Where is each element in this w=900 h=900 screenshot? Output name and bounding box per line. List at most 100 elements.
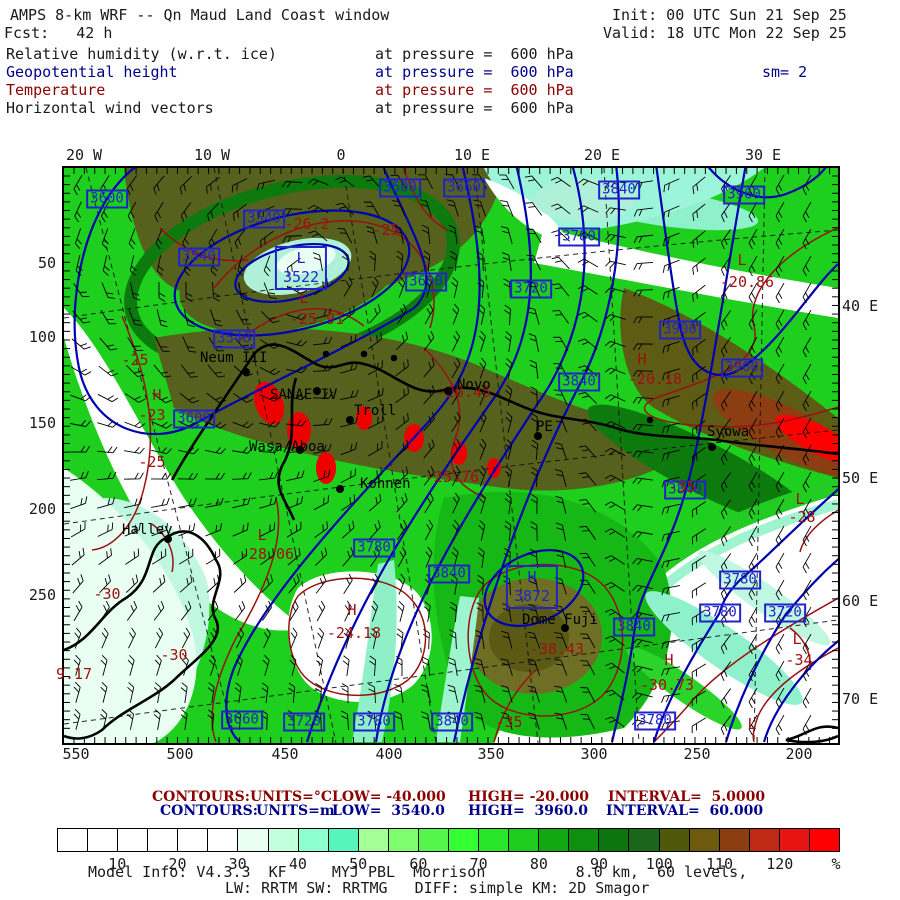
station-dot — [164, 535, 172, 543]
station-label: SANAE IV — [270, 387, 338, 403]
axis-label-bottom: 450 — [271, 745, 299, 763]
colorbar-tick-label: 70 — [469, 855, 488, 873]
colorbar-tick-label: 30 — [228, 855, 247, 873]
forecast-hour: Fcst: 42 h — [4, 24, 113, 42]
colorbar-cell — [388, 828, 419, 852]
colorbar-cell — [599, 828, 630, 852]
axis-label-bottom: 500 — [166, 745, 194, 763]
height-contour-label: 3720 — [283, 712, 325, 732]
colorbar-unit-label: % — [831, 855, 841, 873]
field-hgt-level: at pressure = 600 hPa — [375, 63, 574, 81]
height-contour-label: 3840 — [558, 372, 600, 392]
colorbar-cell — [749, 828, 780, 852]
colorbar-tick-label: 100 — [645, 855, 673, 873]
colorbar-tick-label: 50 — [349, 855, 368, 873]
height-contour-label: 3540 — [178, 247, 220, 267]
legend-temp-contours: INTERVAL= 5.0000 — [608, 789, 766, 805]
map-frame-ticks — [64, 168, 838, 743]
height-contour-label: 3960 — [723, 185, 765, 205]
height-contour-label: 3900 — [659, 320, 701, 340]
plot-title: AMPS 8-km WRF -- Qn Maud Land Coast wind… — [10, 6, 390, 24]
height-contour-label: 3900 — [721, 358, 763, 378]
temp-contour-label: 9.17 — [55, 665, 93, 683]
axis-label-bottom: 350 — [477, 745, 505, 763]
temp-contour-label: -26.2 — [284, 215, 330, 233]
axis-label-bottom: 550 — [62, 745, 90, 763]
temp-contour-label: -35 — [668, 478, 696, 496]
field-temp-name: Temperature — [6, 81, 106, 99]
temp-contours — [91, 168, 838, 743]
temp-contour-label: -38.43 — [529, 640, 585, 658]
station-dot — [708, 443, 716, 451]
colorbar-cell — [569, 828, 600, 852]
model-info-line1: Model Info: V4.3.3 KF MYJ PBL Morrison 8… — [88, 863, 748, 881]
height-contour-label: 3600 — [86, 189, 128, 209]
colorbar-tick-label: 120 — [766, 855, 794, 873]
colorbar-cell — [148, 828, 179, 852]
colorbar-tick-label: 80 — [529, 855, 548, 873]
temp-contour-label: H — [152, 386, 162, 404]
temp-contour-label: -35 — [495, 713, 523, 731]
legend-temp-contours: HIGH= -20.000 — [468, 789, 589, 805]
axis-label-right: 70 E — [842, 690, 879, 708]
colorbar-cell — [298, 828, 329, 852]
temp-contour-label: L — [299, 289, 309, 307]
map-window: 3600 3540 3540 3600 3660 3840 3960 3780 3720 3600… — [56, 166, 840, 745]
colorbar-cell — [509, 828, 540, 852]
legend-temp-contours: UNITS=°C — [250, 789, 332, 805]
station-label: Wasa/Aboa — [249, 439, 325, 455]
temp-contour-label: -28 — [788, 508, 816, 526]
station-label: Dome Fuji — [522, 612, 598, 628]
temp-contour-label: -25 — [372, 221, 400, 239]
colorbar-tick-label: 90 — [590, 855, 609, 873]
temp-contour-label: -25.91 — [289, 310, 345, 328]
colorbar-cell — [208, 828, 239, 852]
axis-label-top: 0 — [336, 146, 346, 164]
station-dot — [296, 446, 304, 454]
temp-contour-label: -20.86 — [719, 273, 775, 291]
colorbar-tick-label: 110 — [705, 855, 734, 873]
station-dot — [336, 485, 344, 493]
axis-label-left: 200 — [28, 500, 56, 518]
height-contour-label: 3720 — [764, 603, 806, 623]
station-dot — [242, 368, 250, 376]
legend-temp-contours: CONTOURS: — [152, 789, 250, 805]
rh-colorbar — [57, 828, 841, 852]
map-graphics — [64, 168, 838, 743]
pressure-center-L: L 3522 — [274, 246, 328, 290]
axis-label-left: 150 — [28, 414, 56, 432]
colorbar-tick-label: 10 — [108, 855, 127, 873]
colorbar-cell — [719, 828, 750, 852]
height-contour-label: 3840 — [428, 564, 470, 584]
temp-contour-label: -30.73 — [639, 676, 695, 694]
station-dot — [444, 387, 452, 395]
axis-label-bottom: 200 — [785, 745, 813, 763]
colorbar-cell — [118, 828, 149, 852]
temp-contour-label: -25 — [121, 351, 149, 369]
temp-contour-label: H — [347, 601, 357, 619]
wind-barbs — [69, 174, 812, 736]
axis-label-top: 10 W — [193, 146, 231, 164]
axis-label-left: 50 — [37, 254, 56, 272]
temp-contour-label: H — [664, 651, 674, 669]
legend-height-contours: UNITS=m — [256, 803, 335, 819]
colorbar-cell — [689, 828, 720, 852]
axis-label-top: 20 W — [65, 146, 103, 164]
height-contour-label: 3840 — [613, 617, 655, 637]
height-contour-label: 3780 — [353, 712, 395, 732]
colorbar-tick-label: 40 — [288, 855, 307, 873]
temp-contour-label: L — [737, 251, 747, 269]
temp-contour-label: -30 — [160, 646, 188, 664]
axis-label-left: 250 — [28, 586, 56, 604]
height-contour-label: 3780 — [719, 570, 761, 590]
height-contour-label: 3780 — [634, 711, 676, 731]
field-wind-level: at pressure = 600 hPa — [375, 99, 574, 117]
temp-contour-label: L — [257, 526, 267, 544]
height-contour-label: 3660 — [443, 178, 485, 198]
temp-contour-label: -23 — [138, 406, 166, 424]
height-contour-label: 3540 — [243, 209, 285, 229]
colorbar-cell — [328, 828, 359, 852]
axis-label-bottom: 300 — [580, 745, 608, 763]
colorbar-tick-label: 60 — [409, 855, 428, 873]
colorbar-cell — [238, 828, 269, 852]
